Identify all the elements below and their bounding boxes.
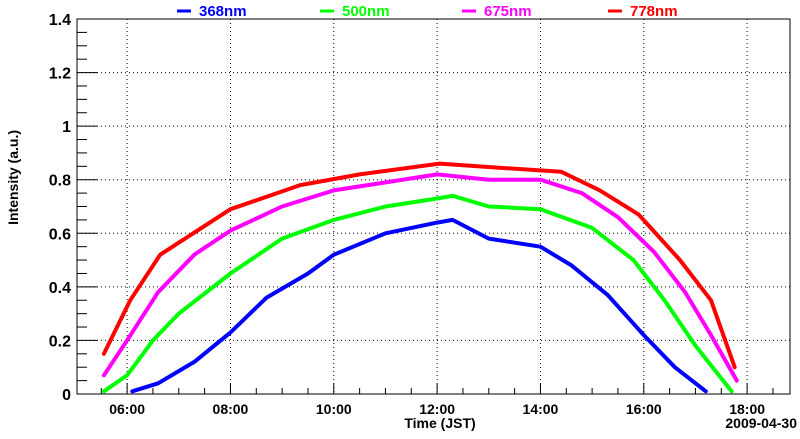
series-lines	[101, 161, 739, 394]
y-tick-label: 1	[62, 119, 71, 136]
y-tick-label: 0.4	[49, 280, 71, 297]
y-axis-label: Intensity (a.u.)	[5, 130, 21, 225]
x-tick-label: 16:00	[626, 401, 662, 417]
y-tick-label: 0.2	[49, 333, 71, 350]
legend-label: 500nm	[342, 3, 390, 20]
axes: 0 0.2 0.4 0.6 0.8 1 1.2 1.4 06:00 08:00 10:00 12:00…	[49, 12, 791, 417]
legend-label: 778nm	[630, 3, 678, 20]
y-tick-label: 1.4	[49, 12, 71, 29]
x-tick-label: 18:00	[729, 401, 765, 417]
legend: 368nm 500nm 675nm 778nm	[177, 3, 678, 20]
x-tick-label: 14:00	[523, 401, 559, 417]
y-tick-label: 0.8	[49, 173, 71, 190]
x-tick-label: 12:00	[419, 401, 455, 417]
legend-label: 675nm	[484, 3, 532, 20]
series-line-368nm	[130, 217, 708, 394]
x-axis-label: Time (JST)	[404, 415, 475, 431]
y-tick-label: 0	[62, 387, 71, 404]
x-tick-label: 10:00	[316, 401, 352, 417]
x-tick-label: 08:00	[213, 401, 249, 417]
plot-frame	[76, 18, 791, 395]
series-line-500nm	[101, 193, 734, 394]
y-tick-label: 1.2	[49, 66, 71, 83]
grid	[77, 19, 790, 394]
y-tick-label: 0.6	[49, 226, 71, 243]
x-tick-label: 06:00	[109, 401, 145, 417]
date-label: 2009-04-30	[725, 415, 797, 431]
series-line-675nm	[101, 172, 739, 383]
legend-label: 368nm	[199, 3, 247, 20]
series-line-778nm	[101, 161, 737, 370]
